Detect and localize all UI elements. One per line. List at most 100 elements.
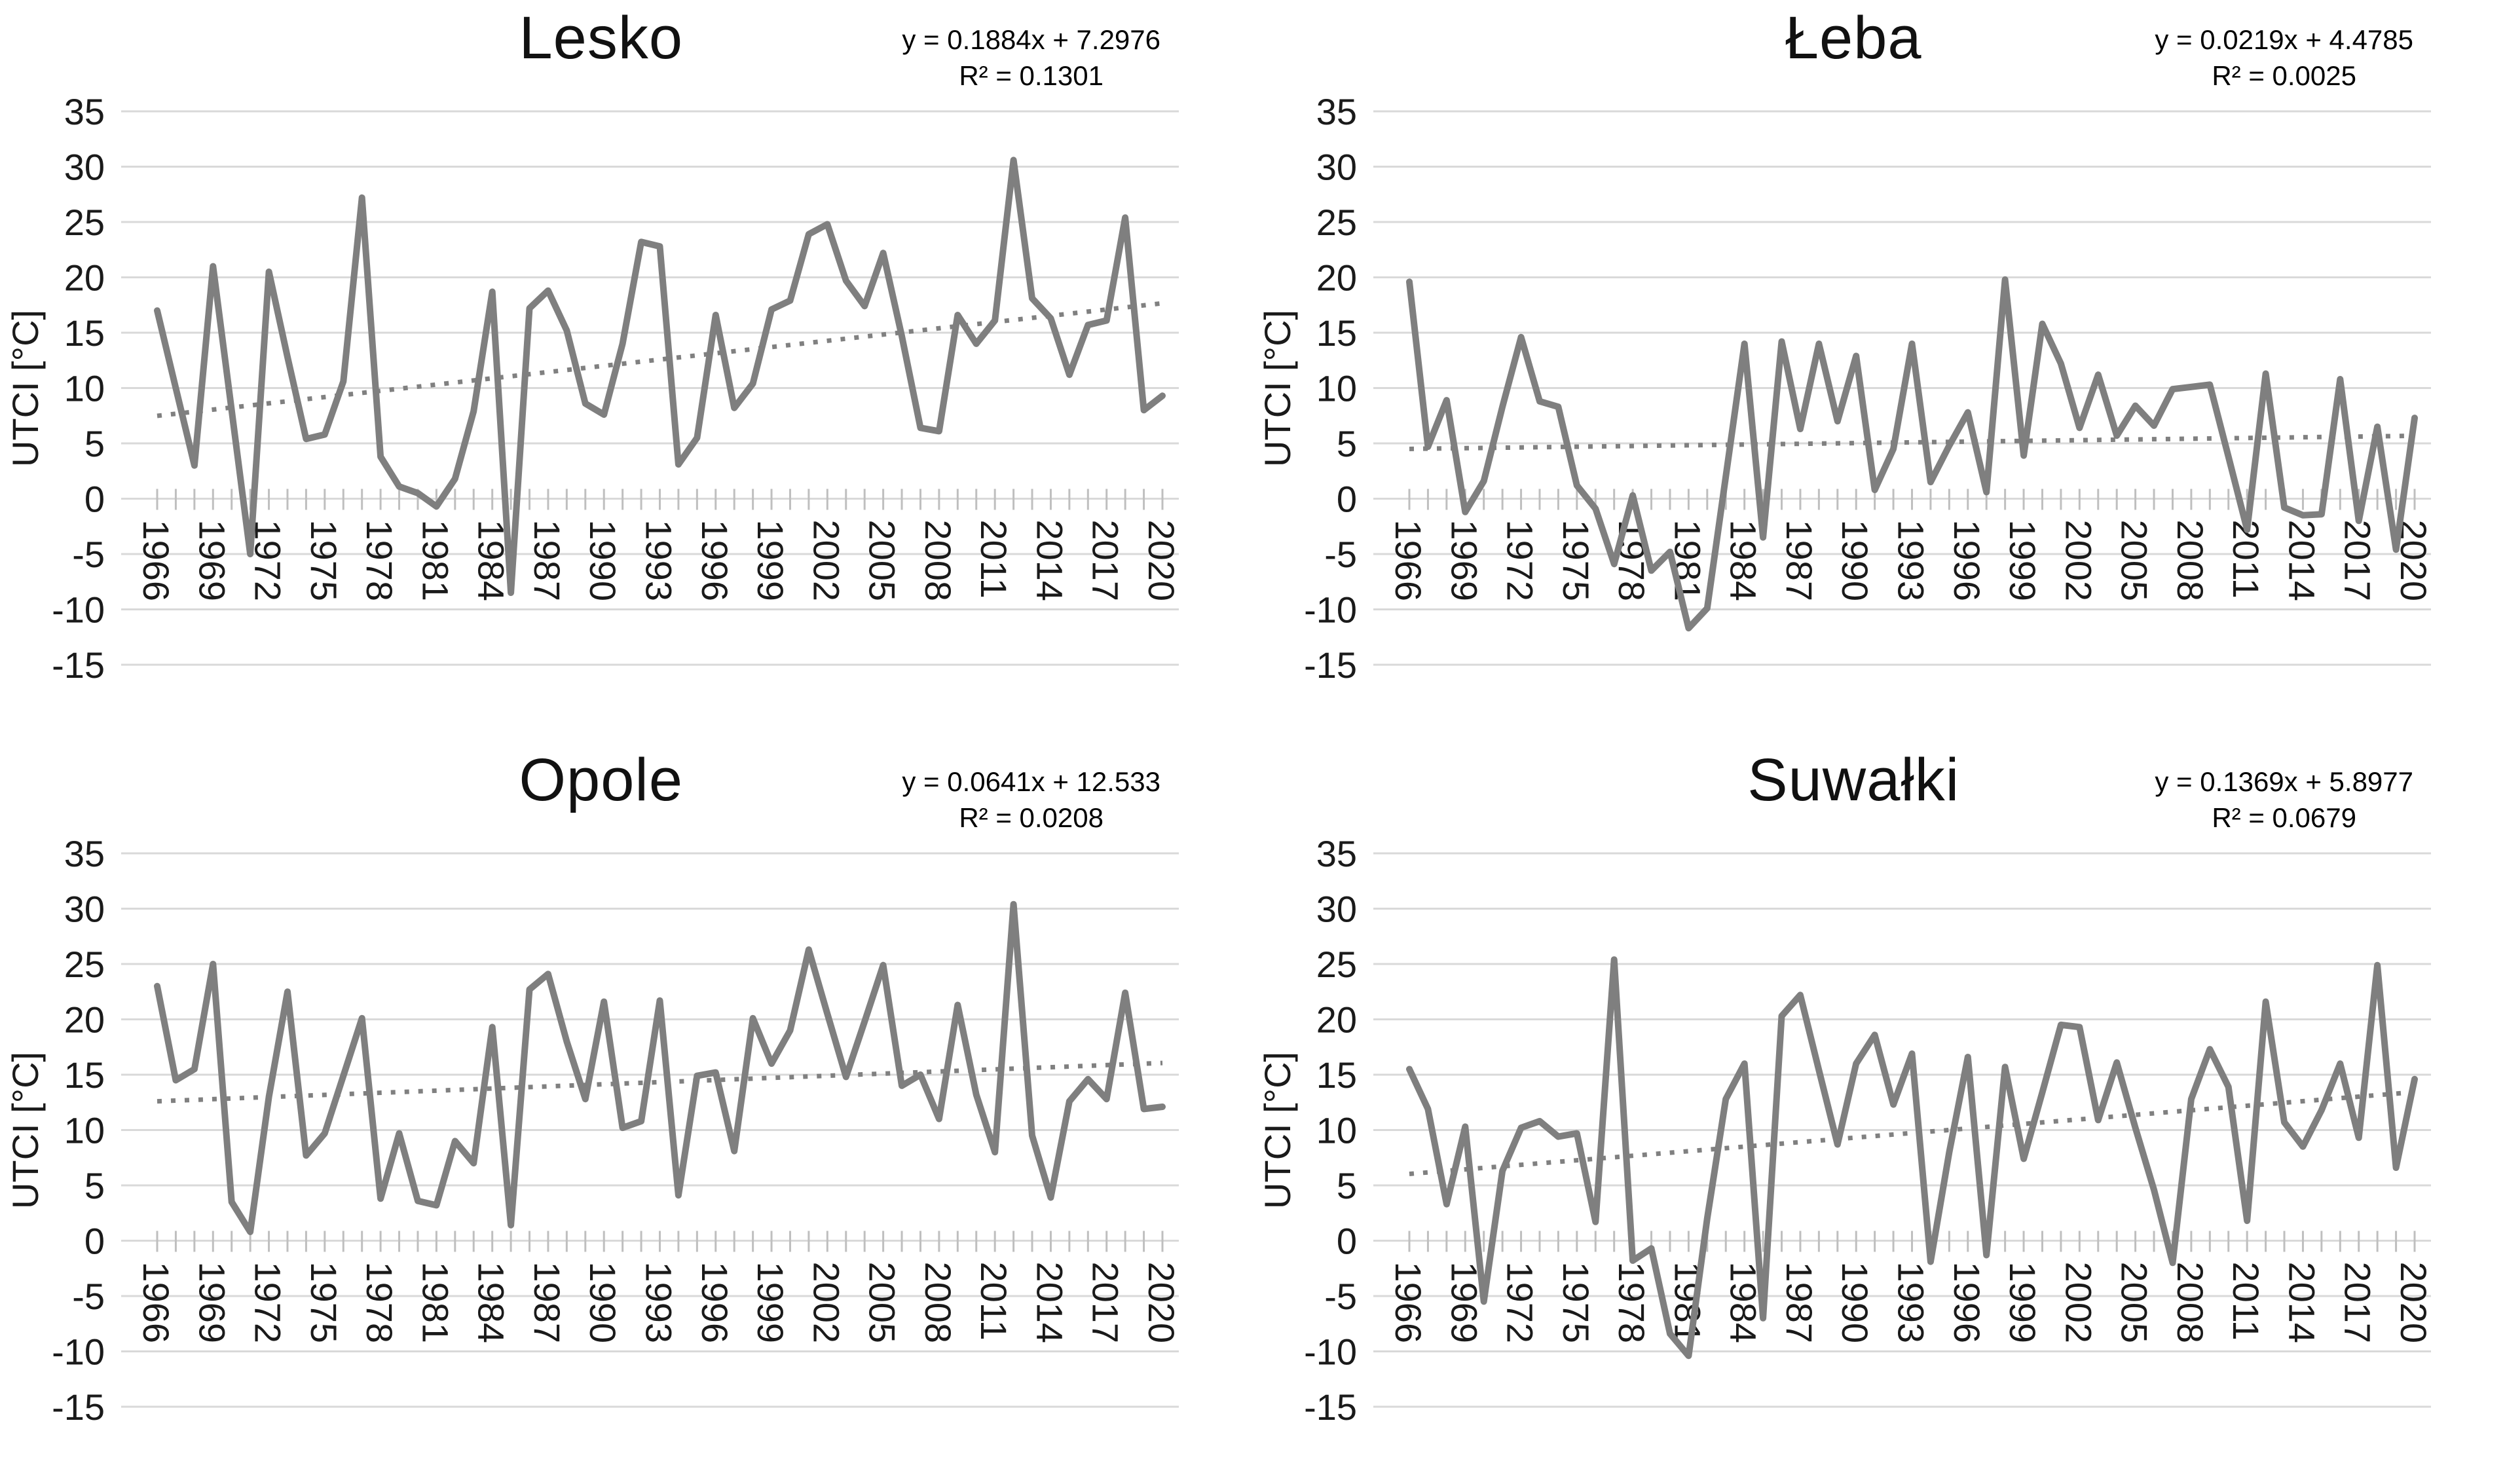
- x-tick-label: 1999: [750, 520, 791, 602]
- gridlines: [121, 852, 1179, 1408]
- y-tick-label: 10: [64, 1110, 105, 1151]
- r-squared-text: R² = 0.0679: [2212, 802, 2356, 833]
- x-tick-label: 2005: [862, 520, 903, 602]
- plot-area-leba: 35 30 25 20 15 10 5 0 -5 -10 -15 UTCI [°C] 1966 1969 1…: [1257, 91, 2434, 686]
- y-axis-title: UTCI [°C]: [5, 1052, 46, 1209]
- x-tick-label: 1972: [1500, 520, 1541, 602]
- utci-series-line: [1406, 276, 2418, 632]
- x-tick-label: 1996: [694, 520, 735, 602]
- y-tick-label: 0: [84, 1221, 105, 1262]
- trend-line: [1409, 1090, 2415, 1177]
- y-tick-label: 35: [1316, 833, 1357, 874]
- y-tick-label: 5: [84, 423, 105, 464]
- x-tick-label: 1990: [582, 520, 623, 602]
- y-tick-label: -15: [1304, 1386, 1357, 1428]
- equation-text: y = 0.1884x + 7.2976: [902, 24, 1160, 55]
- r-squared-text: R² = 0.1301: [959, 60, 1104, 91]
- x-tick-labels: 1966 1969 1972 1975 1978 1981 1984 1987 1990 1993…: [1388, 1262, 2434, 1344]
- x-tick-label: 2005: [2114, 520, 2155, 602]
- x-tick-label: 1999: [2002, 520, 2043, 602]
- x-tick-label: 1975: [1555, 520, 1597, 602]
- y-tick-labels: 35 30 25 20 15 10 5 0 -5 -10 -15: [52, 833, 105, 1428]
- chart-leba: Łeba y = 0.0219x + 4.4785 R² = 0.0025 35…: [1252, 0, 2505, 742]
- chart-lesko: Lesko y = 0.1884x + 7.2976 R² = 0.1301 3…: [0, 0, 1252, 742]
- r-squared-text: R² = 0.0025: [2212, 60, 2356, 91]
- x-tick-label: 1984: [471, 1262, 512, 1344]
- x-tick-label: 2008: [2170, 520, 2211, 602]
- x-tick-label: 1978: [359, 520, 400, 602]
- y-tick-label: -10: [52, 1331, 105, 1373]
- chart-title-leba: Łeba: [1785, 5, 1922, 71]
- y-tick-label: 30: [64, 889, 105, 930]
- y-tick-label: 20: [64, 999, 105, 1041]
- chart-suwalki: Suwałki y = 0.1369x + 5.8977 R² = 0.0679…: [1252, 742, 2505, 1484]
- x-tick-label: 2011: [2225, 520, 2267, 599]
- y-tick-label: 25: [64, 944, 105, 985]
- x-tick-label: 1969: [191, 1262, 232, 1344]
- y-tick-label: 25: [1316, 944, 1357, 985]
- x-tick-label: 1993: [639, 1262, 680, 1344]
- trend-equation-leba: y = 0.0219x + 4.4785 R² = 0.0025: [2155, 22, 2413, 94]
- x-tick-label: 1987: [1779, 520, 1820, 602]
- chart-title-suwalki: Suwałki: [1747, 747, 1960, 813]
- x-tick-label: 1993: [1891, 520, 1932, 602]
- x-tick-label: 2008: [918, 520, 959, 602]
- equation-text: y = 0.1369x + 5.8977: [2155, 766, 2413, 797]
- x-tick-label: 1972: [248, 1262, 289, 1344]
- utci-series-line: [154, 157, 1166, 597]
- x-tick-label: 2014: [2281, 520, 2322, 602]
- x-tick-label: 2005: [862, 1262, 903, 1344]
- x-tick-label: 1978: [1611, 1262, 1652, 1344]
- y-tick-label: 5: [84, 1165, 105, 1206]
- x-tick-label: 2002: [806, 520, 847, 602]
- x-tick-label: 1969: [1443, 520, 1485, 602]
- x-tick-label: 2014: [1029, 1262, 1070, 1344]
- x-tick-label: 2014: [2281, 1262, 2322, 1344]
- y-tick-label: -10: [52, 589, 105, 631]
- x-tick-label: 2014: [1029, 520, 1070, 602]
- y-tick-label: 15: [1316, 1054, 1357, 1096]
- x-tick-label: 1966: [1388, 1262, 1429, 1344]
- y-tick-label: 35: [64, 91, 105, 132]
- x-tick-label: 1996: [1946, 520, 1988, 602]
- x-tick-label: 1978: [359, 1262, 400, 1344]
- trend-equation-suwalki: y = 0.1369x + 5.8977 R² = 0.0679: [2155, 764, 2413, 836]
- chart-title-opole: Opole: [519, 747, 683, 813]
- y-tick-labels: 35 30 25 20 15 10 5 0 -5 -10 -15: [1304, 833, 1357, 1428]
- y-tick-label: 0: [1337, 479, 1357, 520]
- x-tick-label: 1975: [1555, 1262, 1597, 1344]
- x-tick-label: 1972: [1500, 1262, 1541, 1344]
- y-tick-label: 15: [64, 1054, 105, 1096]
- x-tick-label: 2011: [2225, 1262, 2267, 1341]
- x-axis-ticks: [156, 1231, 1164, 1252]
- utci-series-line: [1406, 956, 2418, 1360]
- equation-text: y = 0.0219x + 4.4785: [2155, 24, 2413, 55]
- x-tick-label: 1981: [415, 520, 456, 602]
- x-tick-label: 1984: [1723, 520, 1764, 602]
- x-tick-labels: 1966 1969 1972 1975 1978 1981 1984 1987 1990 1993…: [136, 520, 1182, 602]
- chart-title-lesko: Lesko: [519, 5, 683, 71]
- x-tick-label: 2008: [918, 1262, 959, 1344]
- y-tick-label: 35: [1316, 91, 1357, 132]
- y-tick-label: 30: [64, 147, 105, 188]
- x-tick-label: 1966: [1388, 520, 1429, 602]
- x-tick-label: 1966: [136, 1262, 177, 1344]
- y-axis-title: UTCI [°C]: [1257, 310, 1298, 467]
- y-tick-label: 25: [64, 202, 105, 243]
- trend-line: [157, 301, 1163, 418]
- equation-text: y = 0.0641x + 12.533: [902, 766, 1160, 797]
- trend-line: [157, 1060, 1163, 1104]
- y-tick-label: -5: [72, 1276, 105, 1317]
- x-tick-label: 2011: [973, 520, 1014, 599]
- x-tick-label: 2017: [1085, 520, 1126, 602]
- x-tick-label: 1987: [527, 1262, 568, 1344]
- y-tick-label: -5: [72, 534, 105, 575]
- plot-area-lesko: 35 30 25 20 15 10 5 0 -5 -10 -15 UTCI [°C] 1966 1969 1…: [5, 91, 1182, 686]
- y-tick-label: 35: [64, 833, 105, 874]
- x-tick-labels: 1966 1969 1972 1975 1978 1981 1984 1987 1990 1993…: [136, 1262, 1182, 1344]
- trend-equation-lesko: y = 0.1884x + 7.2976 R² = 0.1301: [902, 22, 1160, 94]
- y-tick-label: 25: [1316, 202, 1357, 243]
- y-tick-label: -5: [1324, 534, 1357, 575]
- chart-opole: Opole y = 0.0641x + 12.533 R² = 0.0208 3…: [0, 742, 1252, 1484]
